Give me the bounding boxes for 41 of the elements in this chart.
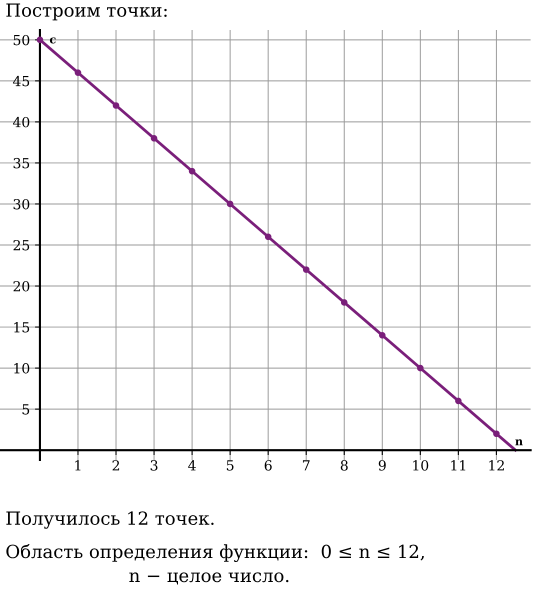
point	[340, 299, 348, 306]
x-tick-label: 8	[340, 460, 348, 471]
y-tick-label: 50	[14, 34, 30, 46]
x-tick-label: 3	[150, 460, 158, 471]
x-tick-label: 4	[188, 460, 196, 470]
x-tick-label: 11	[451, 460, 466, 470]
x-tick-label: 6	[264, 460, 272, 471]
y-tick-label: 35	[14, 158, 30, 168]
point	[264, 234, 272, 240]
point	[36, 36, 44, 44]
point	[188, 168, 196, 174]
x-tick-label: 12	[489, 460, 504, 470]
text: Получилось 12 точек.	[6, 511, 214, 529]
point	[417, 364, 424, 372]
point	[455, 398, 462, 404]
y-tick-label: 30	[14, 198, 30, 210]
point	[493, 430, 500, 438]
x-tick-label: 7	[302, 460, 310, 470]
x-tick-label: 5	[226, 460, 234, 471]
x-tick-label: 9	[378, 460, 386, 471]
y-tick-label: 10	[14, 363, 30, 374]
text: n − целое число.	[129, 572, 288, 584]
x-tick-label: 1	[75, 460, 80, 470]
x-tick-label: 10	[413, 460, 428, 471]
chart-title: Построим точки:	[6, 4, 167, 20]
x-axis-title: n	[515, 439, 523, 446]
y-tick-label: 20	[13, 281, 30, 292]
point	[150, 135, 158, 142]
y-tick-label: 25	[13, 240, 30, 250]
y-tick-label: 45	[12, 76, 30, 86]
point	[112, 102, 120, 109]
point	[74, 69, 82, 76]
x-tick-label: 2	[112, 460, 120, 470]
point	[302, 266, 310, 273]
y-tick-label: 5	[22, 404, 30, 415]
y-axis-title: c	[50, 37, 56, 44]
point	[378, 332, 386, 339]
y-tick-label: 15	[14, 322, 30, 333]
y-tick-label: 40	[12, 116, 30, 128]
point	[226, 200, 234, 208]
text: Область определения функции: 0 ≤ n ≤ 12,	[6, 544, 424, 562]
